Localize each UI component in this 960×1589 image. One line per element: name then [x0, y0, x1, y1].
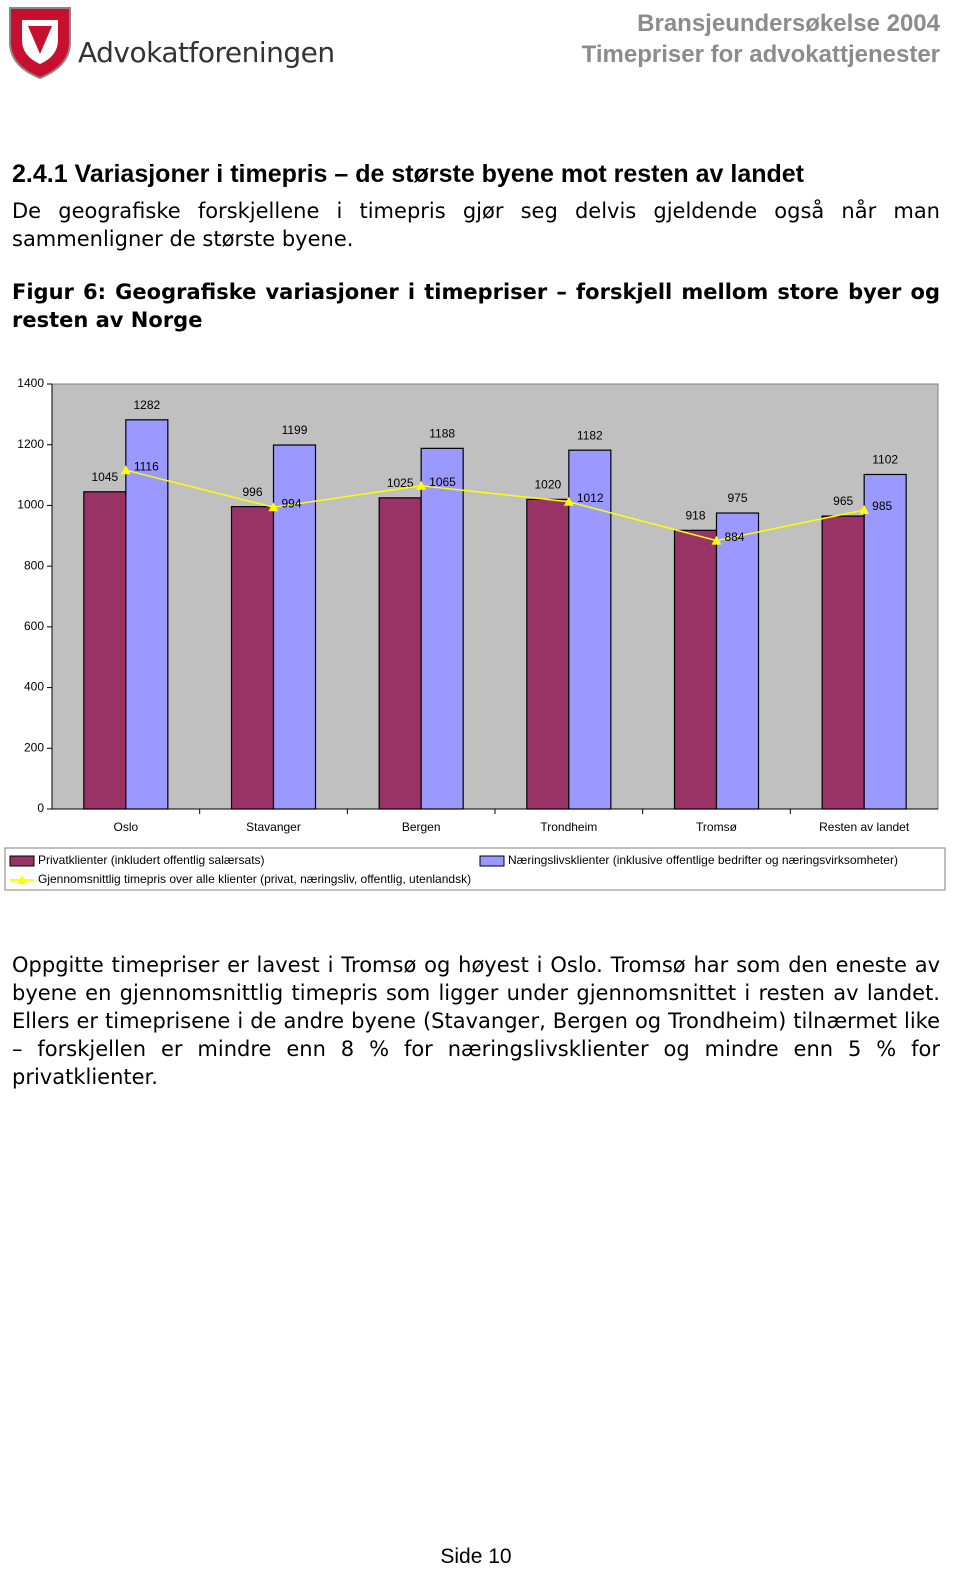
y-tick-label: 1000 [17, 498, 44, 512]
line-marker [268, 502, 279, 512]
y-tick-label: 0 [37, 801, 44, 815]
data-label: 1102 [872, 453, 898, 467]
page-number: Side 10 [440, 1545, 512, 1568]
bar [715, 512, 760, 810]
x-tick-label: Resten av landet [819, 820, 910, 834]
logo [9, 7, 71, 80]
x-tick-label: Tromsø [696, 820, 738, 834]
data-label: 1020 [534, 478, 561, 492]
header-subtitle: Timepriser for advokattjenester [581, 41, 940, 68]
bar [568, 449, 612, 810]
legend-label: Gjennomsnittlig timepris over alle klien… [38, 872, 471, 886]
intro-text: De geografiske forskjellene i timepris g… [12, 199, 940, 251]
bar [125, 419, 169, 810]
body-text: Oppgitte timepriser er lavest i Tromsø o… [12, 953, 940, 1089]
y-tick-label: 600 [24, 619, 44, 633]
data-label: 994 [282, 496, 302, 510]
line-marker [859, 504, 870, 514]
x-tick-label: Oslo [113, 820, 138, 834]
data-label: 975 [727, 491, 747, 505]
data-label: 1199 [282, 423, 308, 437]
data-label: 918 [685, 508, 705, 522]
data-label: 985 [872, 499, 892, 513]
legend-swatch [9, 855, 35, 867]
y-tick-label: 1400 [17, 376, 44, 390]
x-tick-label: Bergen [402, 820, 441, 834]
y-tick-label: 400 [24, 680, 44, 694]
legend-swatch [479, 855, 505, 867]
data-label: 965 [833, 494, 853, 508]
bar [821, 515, 865, 810]
plot-area [51, 383, 939, 810]
y-tick-label: 800 [24, 558, 44, 572]
data-label: 1282 [133, 398, 160, 412]
section-heading: 2.4.1 Variasjoner i timepris – de størst… [12, 160, 804, 188]
data-label: 1045 [91, 470, 118, 484]
data-label: 1182 [577, 428, 603, 442]
bar [83, 491, 127, 810]
y-tick-label: 200 [24, 740, 44, 754]
data-label: 1188 [429, 427, 455, 441]
bar [673, 529, 718, 810]
header-title: Bransjeundersøkelse 2004 [637, 10, 940, 37]
line-marker [120, 465, 131, 475]
data-label: 1116 [134, 459, 159, 473]
legend-label: Næringslivsklienter (inklusive offentlig… [508, 853, 898, 867]
org-name: Advokatforeningen [78, 36, 335, 69]
line-marker [711, 535, 722, 545]
bar [230, 506, 275, 810]
legend-box [4, 847, 946, 891]
legend-marker [17, 875, 27, 884]
y-tick-label: 1200 [17, 437, 44, 451]
x-tick-label: Stavanger [246, 820, 301, 834]
figure-caption: Figur 6: Geografiske variasjoner i timep… [12, 280, 940, 332]
data-label: 1065 [429, 475, 456, 489]
legend-label: Privatklienter (inkludert offentlig salæ… [38, 853, 265, 867]
data-label: 996 [242, 485, 262, 499]
bar [526, 498, 570, 810]
data-label: 884 [725, 530, 745, 544]
chart: 0 200 400 600 800 1000 1200 1400 Oslo Stavanger Be… [4, 376, 946, 891]
line-marker [563, 496, 574, 506]
data-label: 1025 [387, 476, 414, 490]
x-tick-label: Trondheim [540, 820, 597, 834]
data-label: 1012 [577, 491, 604, 505]
line [125, 469, 865, 542]
bar [420, 447, 464, 810]
line-marker [416, 480, 427, 490]
bar [863, 473, 907, 810]
bar [378, 497, 422, 810]
